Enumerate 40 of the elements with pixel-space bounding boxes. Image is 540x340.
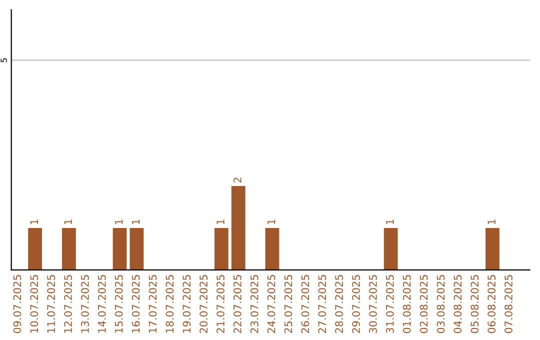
x-tick-label: 26.07.2025 (301, 275, 310, 334)
data-label: 2 (233, 178, 242, 183)
data-label: 1 (488, 220, 496, 224)
x-tick-label: 02.08.2025 (420, 275, 428, 334)
x-tick-label: 29.07.2025 (352, 275, 360, 334)
x-tick-label: 27.07.2025 (318, 275, 326, 334)
x-tick-label: 22.07.2025 (233, 275, 242, 334)
x-tick-label: 13.07.2025 (81, 275, 89, 333)
data-label: 1 (64, 220, 72, 224)
x-tick-label: 09.07.2025 (13, 275, 22, 334)
x-tick-label: 17.07.2025 (148, 275, 157, 333)
data-label: 1 (268, 220, 276, 224)
x-tick-label: 11.07.2025 (47, 275, 56, 333)
x-tick-label: 15.07.2025 (114, 275, 123, 333)
x-tick-label: 28.07.2025 (335, 275, 344, 334)
x-tick-label: 24.07.2025 (267, 275, 276, 334)
x-tick-label: 07.08.2025 (504, 275, 512, 334)
x-tick-label: 31.07.2025 (386, 275, 394, 333)
x-tick-label: 06.08.2025 (488, 275, 496, 334)
x-tick-label: 23.07.2025 (250, 275, 258, 334)
x-tick-label: 10.07.2025 (30, 275, 38, 333)
x-tick-label: 25.07.2025 (284, 275, 292, 334)
x-tick-label: 19.07.2025 (182, 275, 191, 333)
x-tick-label: 12.07.2025 (64, 275, 72, 333)
y-tick-label: 5 (0, 58, 7, 62)
x-tick-label: 03.08.2025 (436, 275, 445, 334)
data-label: 1 (30, 220, 38, 224)
data-label: 1 (132, 220, 140, 224)
x-tick-label: 01.08.2025 (402, 275, 411, 334)
data-label: 1 (386, 220, 394, 224)
x-tick-label: 21.07.2025 (216, 275, 224, 334)
x-tick-label: 14.07.2025 (98, 275, 106, 333)
x-tick-label: 16.07.2025 (132, 275, 140, 333)
data-label: 1 (216, 220, 224, 224)
data-label: 1 (115, 220, 123, 224)
x-tick-label: 18.07.2025 (166, 275, 174, 333)
x-tick-label: 04.08.2025 (454, 275, 462, 334)
x-tick-label: 20.07.2025 (200, 275, 208, 334)
x-tick-label: 05.08.2025 (470, 275, 479, 334)
x-tick-label: 30.07.2025 (369, 275, 377, 333)
